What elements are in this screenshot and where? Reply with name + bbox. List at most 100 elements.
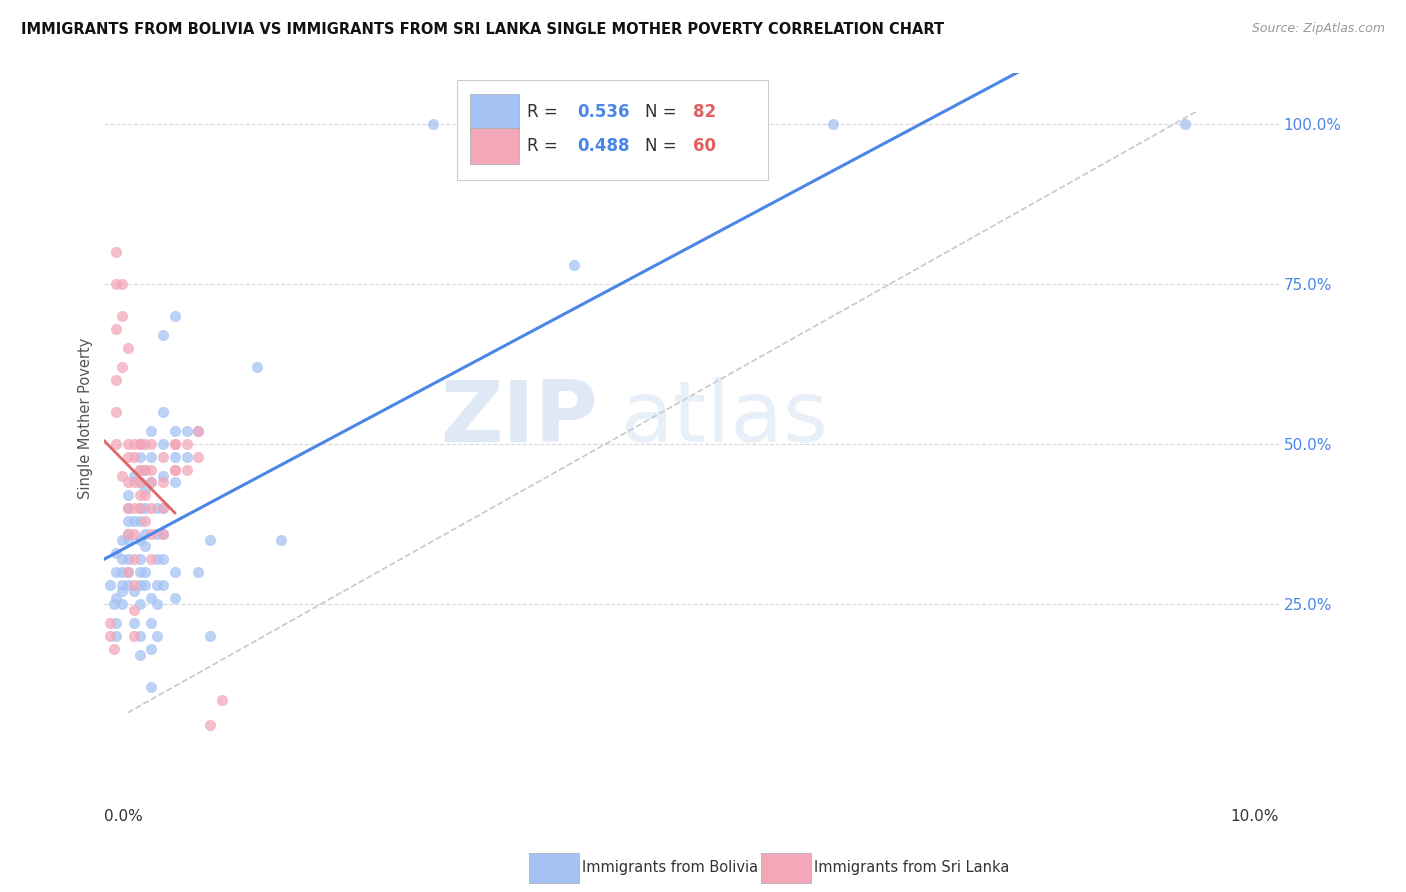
Point <box>163 450 186 464</box>
Point <box>141 450 163 464</box>
Point <box>270 533 292 547</box>
Point <box>198 718 221 732</box>
Point <box>117 565 139 579</box>
Point <box>187 565 209 579</box>
Point <box>141 424 163 438</box>
Point <box>176 424 198 438</box>
Point <box>146 629 169 643</box>
Point <box>117 533 139 547</box>
Point <box>122 578 145 592</box>
Point <box>562 258 585 272</box>
Point <box>134 482 156 496</box>
Point <box>117 578 139 592</box>
Point <box>176 437 198 451</box>
Point <box>152 500 174 515</box>
Point <box>146 552 169 566</box>
Point <box>134 565 156 579</box>
Point <box>152 450 174 464</box>
Text: 0.0%: 0.0% <box>104 809 143 823</box>
Point <box>117 526 139 541</box>
Point <box>141 641 163 656</box>
Text: Immigrants from Sri Lanka: Immigrants from Sri Lanka <box>814 861 1010 875</box>
Point <box>117 488 139 502</box>
Point <box>134 437 156 451</box>
Point <box>117 526 139 541</box>
Point <box>128 475 150 490</box>
Point <box>152 578 174 592</box>
Point <box>98 629 121 643</box>
Point <box>176 450 198 464</box>
Text: 82: 82 <box>693 103 716 120</box>
Point <box>128 597 150 611</box>
Point <box>152 552 174 566</box>
Point <box>128 648 150 662</box>
Text: atlas: atlas <box>621 377 830 460</box>
Point <box>134 526 156 541</box>
Text: 10.0%: 10.0% <box>1230 809 1279 823</box>
Point <box>117 552 139 566</box>
Point <box>105 565 128 579</box>
Point <box>187 424 209 438</box>
Point <box>122 629 145 643</box>
Point <box>176 462 198 476</box>
Point <box>111 552 134 566</box>
Point <box>122 469 145 483</box>
Point <box>146 597 169 611</box>
Text: Immigrants from Bolivia: Immigrants from Bolivia <box>582 861 758 875</box>
Point <box>128 500 150 515</box>
Point <box>128 514 150 528</box>
Point <box>128 565 150 579</box>
Point <box>103 641 125 656</box>
Point <box>198 533 221 547</box>
Text: 0.536: 0.536 <box>578 103 630 120</box>
Point <box>141 591 163 605</box>
Point <box>122 514 145 528</box>
Point <box>128 437 150 451</box>
Point <box>117 437 139 451</box>
Point <box>105 277 128 291</box>
Point <box>111 533 134 547</box>
Point <box>128 500 150 515</box>
Point <box>141 437 163 451</box>
Point <box>187 424 209 438</box>
Point <box>141 475 163 490</box>
Point <box>821 117 844 131</box>
Point <box>117 500 139 515</box>
Point <box>163 462 186 476</box>
Text: 0.488: 0.488 <box>578 137 630 155</box>
Point <box>105 405 128 419</box>
Point <box>146 578 169 592</box>
Point <box>122 603 145 617</box>
Point <box>134 488 156 502</box>
Point <box>134 539 156 553</box>
Point <box>141 475 163 490</box>
Point <box>128 437 150 451</box>
Point <box>211 693 233 707</box>
Point <box>134 514 156 528</box>
Point <box>111 469 134 483</box>
Point <box>141 552 163 566</box>
Point <box>128 462 150 476</box>
Point <box>134 462 156 476</box>
Point <box>105 591 128 605</box>
Point <box>163 309 186 323</box>
Point <box>128 488 150 502</box>
Point <box>152 328 174 343</box>
Point <box>163 424 186 438</box>
Point <box>98 578 121 592</box>
Point <box>128 578 150 592</box>
Point <box>163 462 186 476</box>
Point <box>152 526 174 541</box>
Point <box>105 245 128 260</box>
Point <box>105 616 128 631</box>
Point <box>111 584 134 599</box>
FancyBboxPatch shape <box>470 94 519 129</box>
Point <box>117 475 139 490</box>
Point <box>103 597 125 611</box>
Point <box>105 373 128 387</box>
Point <box>117 514 139 528</box>
Point <box>152 405 174 419</box>
Text: N =: N = <box>645 137 682 155</box>
Point <box>117 500 139 515</box>
Point <box>128 629 150 643</box>
